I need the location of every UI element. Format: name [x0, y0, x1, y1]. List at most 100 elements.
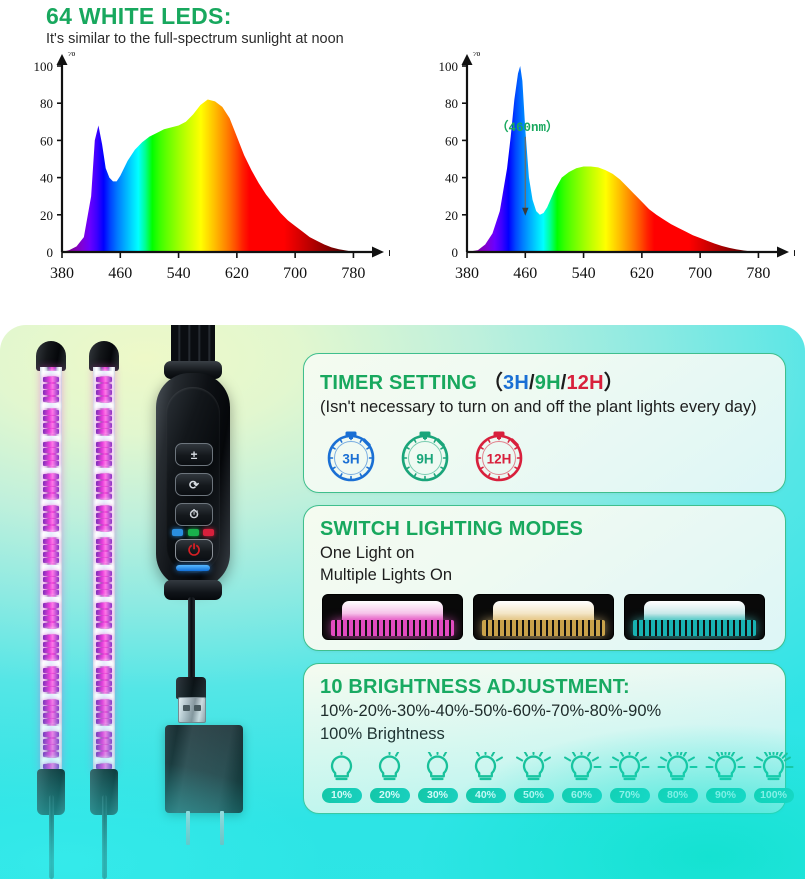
brightness-level-50[interactable]: 50%	[512, 752, 555, 804]
chart-white-led-spectrum: 0 20 40 60 80 100% nm 380 460 540 620 700 780	[20, 52, 391, 292]
brightness-level-60[interactable]: 60%	[560, 752, 603, 804]
svg-text:80: 80	[445, 96, 458, 111]
led-chip	[43, 719, 59, 725]
led-chip	[43, 661, 59, 667]
svg-text:40: 40	[40, 171, 53, 186]
product-photo: ± ⟳ ⏱ ⏻	[16, 325, 296, 879]
led-chip	[96, 474, 112, 480]
chart-canvas-1: 0 20 40 60 80 100% nm 380 460 540 620 700 780 （460nm）	[439, 52, 796, 282]
brightness-badge: 70%	[609, 788, 650, 804]
brightness-level-80[interactable]: 80%	[656, 752, 699, 804]
svg-text:380: 380	[50, 265, 74, 282]
timer-sep-1: /	[528, 372, 535, 394]
led-chip	[96, 699, 112, 705]
timer-icon-3h[interactable]: 3H	[324, 428, 378, 482]
brightness-badge: 100%	[753, 788, 794, 804]
led-chip	[43, 467, 59, 473]
svg-text:780: 780	[746, 265, 770, 282]
controller-body: ± ⟳ ⏱ ⏻	[156, 373, 230, 588]
brightness-button[interactable]: ±	[175, 443, 213, 466]
page-subtitle: It's similar to the full-spectrum sunlig…	[46, 31, 344, 47]
led-chip	[43, 454, 59, 460]
brightness-line-1: 10%-20%-30%-40%-50%-60%-70%-80%-90%	[320, 701, 662, 720]
led-chip	[43, 487, 59, 493]
led-chip	[96, 441, 112, 447]
led-chip	[96, 532, 112, 538]
chart-full-spectrum-led: 0 20 40 60 80 100% nm 380 460 540 620 700 780 （460nm）	[425, 52, 796, 292]
power-adapter	[165, 725, 243, 813]
page-title: 64 WHITE LEDS:	[46, 3, 232, 29]
thumb-tray	[331, 619, 454, 637]
brightness-level-10[interactable]: 10%	[320, 752, 363, 804]
led-chip	[96, 738, 112, 744]
led-chip	[96, 480, 112, 486]
led-chip	[96, 371, 112, 376]
led-chip	[96, 577, 112, 583]
led-chip	[96, 493, 112, 499]
led-chip	[96, 751, 112, 757]
led-chip	[43, 622, 59, 628]
led-chip	[96, 706, 112, 712]
brightness-level-90[interactable]: 90%	[704, 752, 747, 804]
svg-text:40: 40	[445, 171, 458, 186]
led-chip	[43, 609, 59, 615]
brightness-badge: 10%	[321, 788, 362, 804]
thumb-dome	[342, 601, 443, 623]
led-chip	[96, 416, 112, 422]
indicator-led-row	[172, 529, 214, 536]
brightness-badge: 80%	[657, 788, 698, 804]
brightness-level-40[interactable]: 40%	[464, 752, 507, 804]
svg-text:%: %	[472, 52, 480, 59]
led-chip	[43, 403, 59, 409]
led-chip	[96, 764, 112, 770]
power-button[interactable]: ⏻	[175, 539, 213, 562]
led-chip	[96, 390, 112, 396]
led-chip	[43, 474, 59, 480]
svg-text:540: 540	[167, 265, 191, 282]
led-chip	[96, 558, 112, 564]
led-chip	[96, 519, 112, 525]
bulb-icon	[705, 752, 746, 781]
brightness-level-30[interactable]: 30%	[416, 752, 459, 804]
svg-text:780: 780	[341, 265, 365, 282]
timer-card-body: (Isn't necessary to turn on and off the …	[320, 398, 757, 416]
brightness-level-100[interactable]: 100%	[752, 752, 795, 804]
timer-button[interactable]: ⏱	[175, 503, 213, 526]
led-chip	[43, 758, 59, 763]
led-chip	[96, 609, 112, 615]
feature-cards: TIMER SETTING （3H/9H/12H） (Isn't necessa…	[303, 353, 794, 826]
led-chip	[43, 532, 59, 538]
led-chip	[96, 467, 112, 473]
led-chip	[96, 551, 112, 557]
timer-icon-9h[interactable]: 9H	[398, 428, 452, 482]
led-chip	[96, 590, 112, 596]
led-chip	[96, 448, 112, 454]
led-chip	[96, 409, 112, 415]
led-chip	[43, 687, 59, 693]
led-light-bar-1	[36, 341, 66, 831]
led-chip	[43, 422, 59, 428]
led-chip	[96, 680, 112, 686]
led-chip	[96, 687, 112, 693]
indicator-led-blue	[172, 529, 183, 536]
led-chip	[43, 641, 59, 647]
led-array	[40, 367, 62, 773]
led-chip	[43, 654, 59, 660]
thumb-tray	[633, 619, 756, 637]
led-chip	[96, 512, 112, 518]
mode-cycle-button[interactable]: ⟳	[175, 473, 213, 496]
led-chip	[96, 629, 112, 634]
timer-icon-12h[interactable]: 12H	[472, 428, 526, 482]
brightness-level-70[interactable]: 70%	[608, 752, 651, 804]
svg-text:20: 20	[445, 208, 458, 223]
led-chip	[43, 558, 59, 564]
led-chip	[96, 661, 112, 667]
brightness-level-20[interactable]: 20%	[368, 752, 411, 804]
adapter-prong-right	[220, 811, 224, 845]
timer-card-title: TIMER SETTING （3H/9H/12H）	[320, 366, 769, 395]
led-array	[93, 367, 115, 773]
timer-opt-3h: 3H	[503, 372, 529, 394]
svg-text:380: 380	[455, 265, 479, 282]
svg-text:540: 540	[572, 265, 596, 282]
